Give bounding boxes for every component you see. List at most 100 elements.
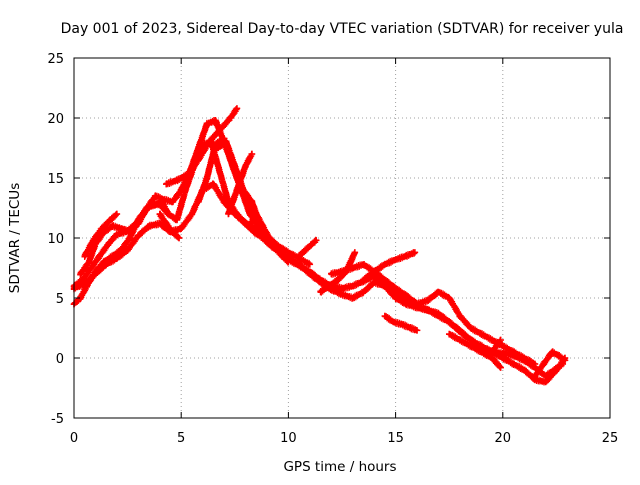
data-point xyxy=(160,196,168,203)
data-point xyxy=(152,192,159,200)
data-point xyxy=(227,114,234,122)
data-point xyxy=(240,186,247,194)
series-arc-11 xyxy=(295,236,320,260)
series-arc-15 xyxy=(381,312,421,334)
data-point xyxy=(347,258,354,266)
data-point xyxy=(360,261,367,268)
data-point xyxy=(92,270,99,278)
data-point xyxy=(113,210,121,218)
data-point xyxy=(265,234,273,242)
data-point xyxy=(360,288,367,296)
data-point xyxy=(381,276,389,284)
data-point xyxy=(381,312,389,320)
data-point xyxy=(446,318,453,326)
data-point xyxy=(184,171,191,178)
data-point xyxy=(531,360,539,368)
data-point xyxy=(169,198,176,206)
data-point xyxy=(542,378,549,386)
data-point xyxy=(195,156,202,164)
data-point xyxy=(248,198,256,206)
data-point xyxy=(188,210,196,218)
data-point xyxy=(165,210,172,218)
data-point xyxy=(90,237,97,244)
data-point xyxy=(456,327,464,334)
series-arc-18 xyxy=(488,336,504,357)
data-point xyxy=(225,210,232,218)
data-point xyxy=(145,222,153,230)
data-point xyxy=(446,330,453,338)
data-point xyxy=(317,288,324,296)
data-point xyxy=(162,220,170,227)
series-arc-7 xyxy=(162,105,241,188)
data-point xyxy=(242,162,249,170)
grid-layer xyxy=(74,58,610,418)
series-arc-16 xyxy=(446,330,504,371)
chart-title: Day 001 of 2023, Sidereal Day-to-day VTE… xyxy=(61,21,624,37)
data-point xyxy=(403,252,410,260)
data-point xyxy=(349,264,356,272)
data-point xyxy=(398,321,406,328)
y-axis-label: SDTVAR / TECUs xyxy=(7,183,23,293)
data-point xyxy=(349,294,356,302)
data-point xyxy=(253,210,260,218)
data-point xyxy=(231,162,238,170)
data-point xyxy=(173,177,181,184)
data-point xyxy=(216,126,223,134)
data-point xyxy=(540,360,547,368)
data-point xyxy=(203,120,211,128)
data-point xyxy=(553,366,560,374)
data-point xyxy=(233,105,241,112)
data-point xyxy=(435,288,442,296)
data-point xyxy=(85,258,93,266)
data-point xyxy=(413,300,421,308)
data-point xyxy=(126,228,133,236)
data-point xyxy=(424,297,431,304)
data-point xyxy=(156,201,163,208)
data-point xyxy=(113,231,121,238)
data-point xyxy=(555,352,562,359)
data-point xyxy=(338,291,346,298)
data-point xyxy=(246,222,254,230)
data-point xyxy=(113,255,121,262)
data-point xyxy=(478,342,485,350)
data-point xyxy=(135,220,142,227)
data-point xyxy=(169,228,176,236)
data-point xyxy=(173,216,181,224)
data-point xyxy=(306,261,314,268)
data-point xyxy=(413,327,421,334)
data-point xyxy=(561,357,569,364)
data-point xyxy=(220,198,228,206)
data-point xyxy=(117,225,125,232)
data-point xyxy=(280,246,288,254)
data-point xyxy=(390,318,397,326)
data-point xyxy=(493,342,500,350)
data-point xyxy=(135,232,142,239)
y-tick-label: 10 xyxy=(47,232,64,247)
data-point xyxy=(238,216,245,224)
data-point xyxy=(233,186,241,194)
data-point xyxy=(289,251,296,258)
data-point xyxy=(488,336,496,344)
y-tick-label: 0 xyxy=(56,352,64,367)
data-point xyxy=(162,180,170,188)
data-point xyxy=(248,150,256,158)
data-point xyxy=(521,366,528,374)
data-point xyxy=(313,237,320,244)
data-point xyxy=(214,144,221,152)
data-point xyxy=(424,306,431,314)
y-tick-label: 20 xyxy=(47,112,64,127)
x-tick-label: 15 xyxy=(387,431,404,446)
data-point xyxy=(203,174,211,182)
data-point xyxy=(499,342,506,350)
series-arc-13 xyxy=(328,261,539,368)
data-point xyxy=(195,144,202,152)
data-point xyxy=(392,285,399,292)
data-point xyxy=(77,270,84,278)
data-point xyxy=(403,292,410,299)
data-point xyxy=(205,138,213,146)
data-point xyxy=(510,360,517,368)
data-point xyxy=(351,249,359,256)
